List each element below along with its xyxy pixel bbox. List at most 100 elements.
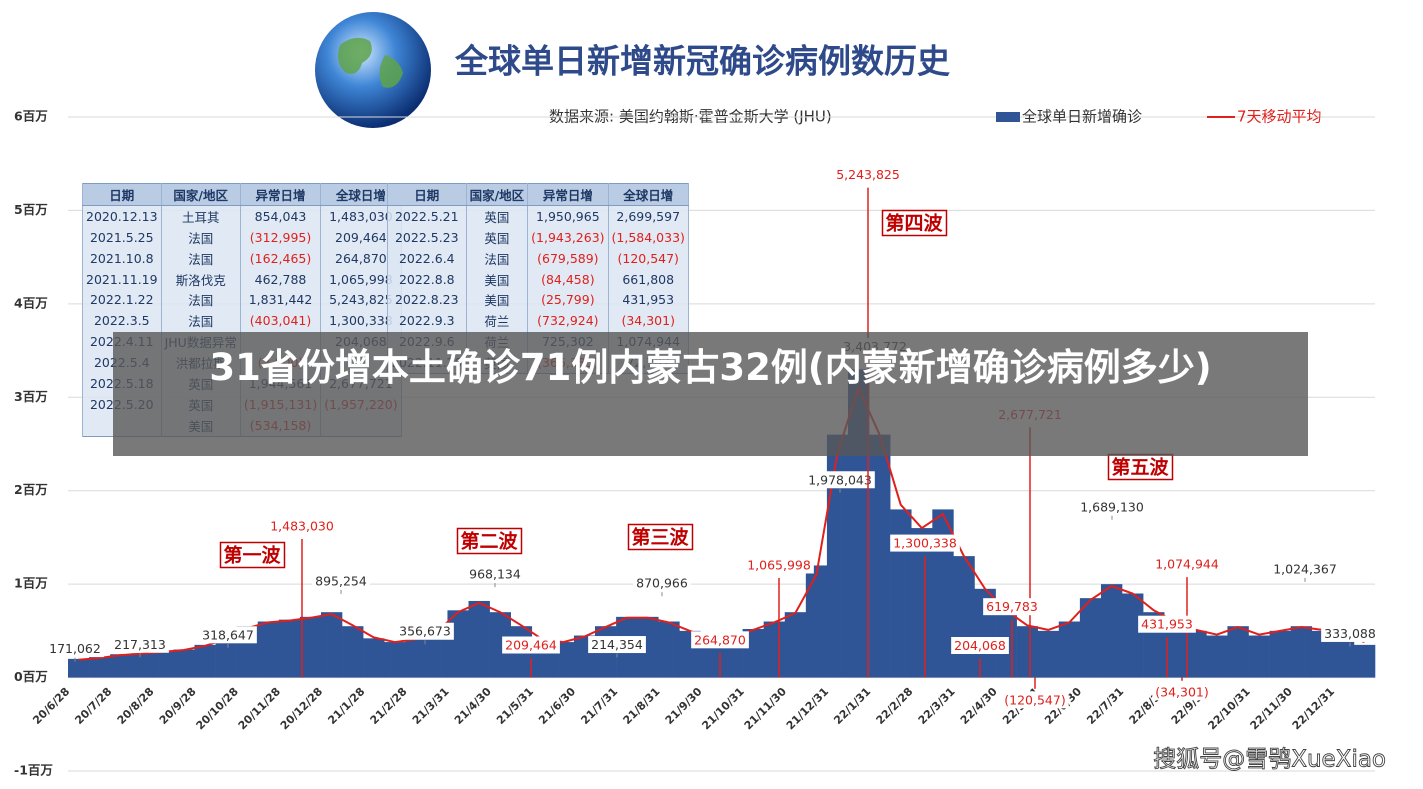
bar: [215, 638, 237, 678]
table-cell: 全球日增: [320, 183, 402, 206]
bar: [384, 642, 406, 678]
bar: [468, 600, 490, 678]
table-cell: 法国: [160, 310, 241, 332]
table-cell: 日期: [387, 183, 467, 206]
table-row: 2022.8.8 美国 (84,458) 661,808: [387, 268, 689, 290]
table-cell: 2021.5.25: [82, 226, 162, 248]
table-cell: 1,065,998: [320, 268, 402, 290]
x-tick-label: 20/9/28: [157, 685, 199, 727]
label-box: [1001, 691, 1069, 709]
bar: [1079, 598, 1102, 678]
bar: [1290, 626, 1313, 678]
bar: [1037, 630, 1060, 678]
x-tick-label: 20/6/28: [30, 685, 72, 727]
x-tick-label: 21/5/31: [494, 685, 536, 727]
annotation-label: 1,300,338: [893, 536, 957, 551]
x-tick-label: 21/10/31: [699, 685, 746, 732]
y-tick-label: 3百万: [14, 389, 48, 404]
bar: [763, 621, 786, 678]
bar: [1122, 593, 1144, 678]
bar: [131, 653, 153, 678]
table-cell: (34,301): [607, 310, 689, 332]
table-cell: 2022.9.3: [387, 310, 467, 332]
label-box: [805, 471, 875, 489]
x-tick-label: 21/9/30: [663, 685, 705, 727]
x-tick-label: 22/10/31: [1205, 685, 1252, 732]
annotation-label: (120,547): [1004, 692, 1065, 707]
table-cell: 国家/地区: [160, 183, 241, 206]
label-box: [983, 598, 1041, 616]
label-box: [588, 636, 646, 654]
table-cell: 2,699,597: [607, 205, 689, 227]
bar: [278, 619, 301, 678]
table-cell: (679,589): [527, 247, 609, 269]
table-cell: 全球日增: [607, 183, 689, 206]
label-box: [312, 572, 370, 590]
annotation-label: 171,062: [49, 641, 101, 656]
annotation-label: 214,354: [591, 637, 643, 652]
y-tick-label: 0百万: [14, 669, 48, 684]
table-cell: (84,458): [527, 268, 609, 290]
table-cell: (403,041): [239, 310, 322, 332]
bar: [953, 556, 975, 678]
legend-swatch: [996, 112, 1020, 122]
annotation-label: 968,134: [469, 567, 521, 582]
label-box: [627, 523, 694, 551]
table-cell: 1,831,442: [239, 289, 322, 311]
table-row: 2022.5.21 英国 1,950,965 2,699,597: [387, 205, 689, 227]
table-cell: 英国: [465, 226, 529, 248]
table-cell: 英国: [465, 205, 529, 227]
table-cell: (1,584,033): [607, 226, 689, 248]
bar: [805, 565, 828, 678]
y-tick-label: 1百万: [14, 576, 48, 591]
label-box: [633, 574, 691, 592]
annotation-label: 264,870: [694, 632, 746, 647]
bar: [658, 621, 680, 678]
wave-label: 第三波: [631, 526, 689, 549]
legend-label: 全球单日新增确诊: [1022, 108, 1142, 126]
table-row: 日期 国家/地区 异常日增 全球日增: [82, 183, 402, 206]
table-cell: 2022.6.4: [387, 247, 467, 269]
wave-label: 第五波: [1111, 456, 1169, 479]
bar: [1100, 584, 1123, 678]
label-box: [267, 517, 337, 535]
bar: [489, 612, 511, 678]
table-cell: 2022.1.22: [82, 289, 162, 311]
table-row: 2022.3.5 法国 (403,041) 1,300,338: [82, 310, 402, 332]
table-row: 2022.9.3 荷兰 (732,924) (34,301): [387, 310, 689, 332]
wave-label: 第四波: [885, 212, 943, 235]
bar: [911, 528, 933, 678]
annotation-label: 318,647: [202, 627, 254, 642]
annotation-label: (34,301): [1155, 684, 1209, 699]
x-tick-label: 20/11/28: [236, 685, 283, 732]
bar: [447, 610, 469, 678]
bar: [173, 649, 195, 678]
label-box: [456, 527, 523, 555]
annotation-label: 1,483,030: [270, 519, 334, 534]
globe-icon: [315, 12, 431, 128]
bar: [1353, 644, 1376, 678]
annotation-label: 217,313: [114, 637, 166, 652]
table-cell: 2021.11.19: [82, 268, 162, 290]
table-cell: 荷兰: [465, 310, 529, 332]
x-tick-label: 21/7/31: [578, 685, 620, 727]
label-box: [1138, 615, 1196, 633]
bar: [89, 657, 111, 678]
label-box: [219, 541, 286, 569]
x-tick-label: 20/12/28: [278, 685, 325, 732]
bar: [1227, 626, 1249, 678]
x-tick-label: 22/1/31: [831, 685, 873, 727]
table-cell: 2022.8.23: [387, 289, 467, 311]
x-tick-label: 22/11/30: [1248, 685, 1296, 733]
bar: [1185, 630, 1207, 678]
label-box: [1152, 555, 1222, 573]
watermark: 搜狐号@雪鸮XueXiao: [1153, 747, 1386, 773]
bar: [869, 434, 891, 678]
bar: [342, 626, 364, 678]
table-row: 2022.5.23 英国 (1,943,263) (1,584,033): [387, 226, 689, 248]
table-row: 2020.12.13 土耳其 854,043 1,483,030: [82, 205, 402, 227]
bar: [1311, 630, 1334, 678]
table-cell: 854,043: [239, 205, 322, 227]
table-row: 日期 国家/地区 异常日增 全球日增: [387, 183, 689, 206]
table-cell: 法国: [160, 226, 241, 248]
